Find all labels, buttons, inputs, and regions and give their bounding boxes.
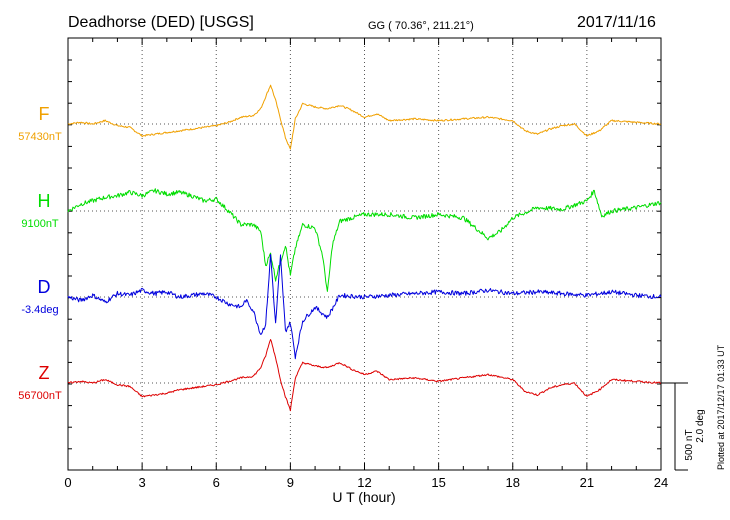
series-name-F: F [39,104,50,124]
series-line-H [67,188,662,292]
x-axis-label: U T (hour) [332,489,395,505]
x-tick-label-0: 0 [64,475,71,490]
series-group [67,84,662,412]
x-tick-label-18: 18 [506,475,520,490]
x-tick-label-6: 6 [213,475,220,490]
series-baseline-Z: 56700nT [18,390,62,402]
x-tick-labels: 0 3 6 9 12 15 18 21 24 [64,475,668,490]
scale-nt-label: 500 nT [684,429,695,460]
series-name-D: D [38,277,51,297]
series-baseline-H: 9100nT [21,218,59,230]
series-labels: F 57430nT H 9100nT D -3.4deg Z 56700nT [18,104,62,402]
series-name-Z: Z [39,363,50,383]
station-title: Deadhorse (DED) [USGS] [68,14,254,31]
x-tick-label-21: 21 [580,475,594,490]
series-name-H: H [38,191,51,211]
plotted-footnote: Plotted at 2017/12/17 01:33 UT [716,344,726,470]
series-baseline-D: -3.4deg [21,304,58,316]
series-line-D [67,254,662,360]
grid-lines [68,38,661,470]
series-line-F [67,84,662,150]
x-tick-label-15: 15 [431,475,445,490]
scale-bar: 500 nT 2.0 deg [661,382,706,471]
date-label: 2017/11/16 [577,14,656,31]
scale-deg-label: 2.0 deg [695,409,706,442]
coordinates-label: GG ( 70.36°, 211.21°) [368,20,474,32]
x-tick-label-12: 12 [357,475,371,490]
series-baseline-F: 57430nT [18,131,62,143]
x-tick-label-3: 3 [139,475,146,490]
x-tick-label-9: 9 [287,475,294,490]
series-line-Z [67,339,662,412]
x-tick-label-24: 24 [654,475,668,490]
